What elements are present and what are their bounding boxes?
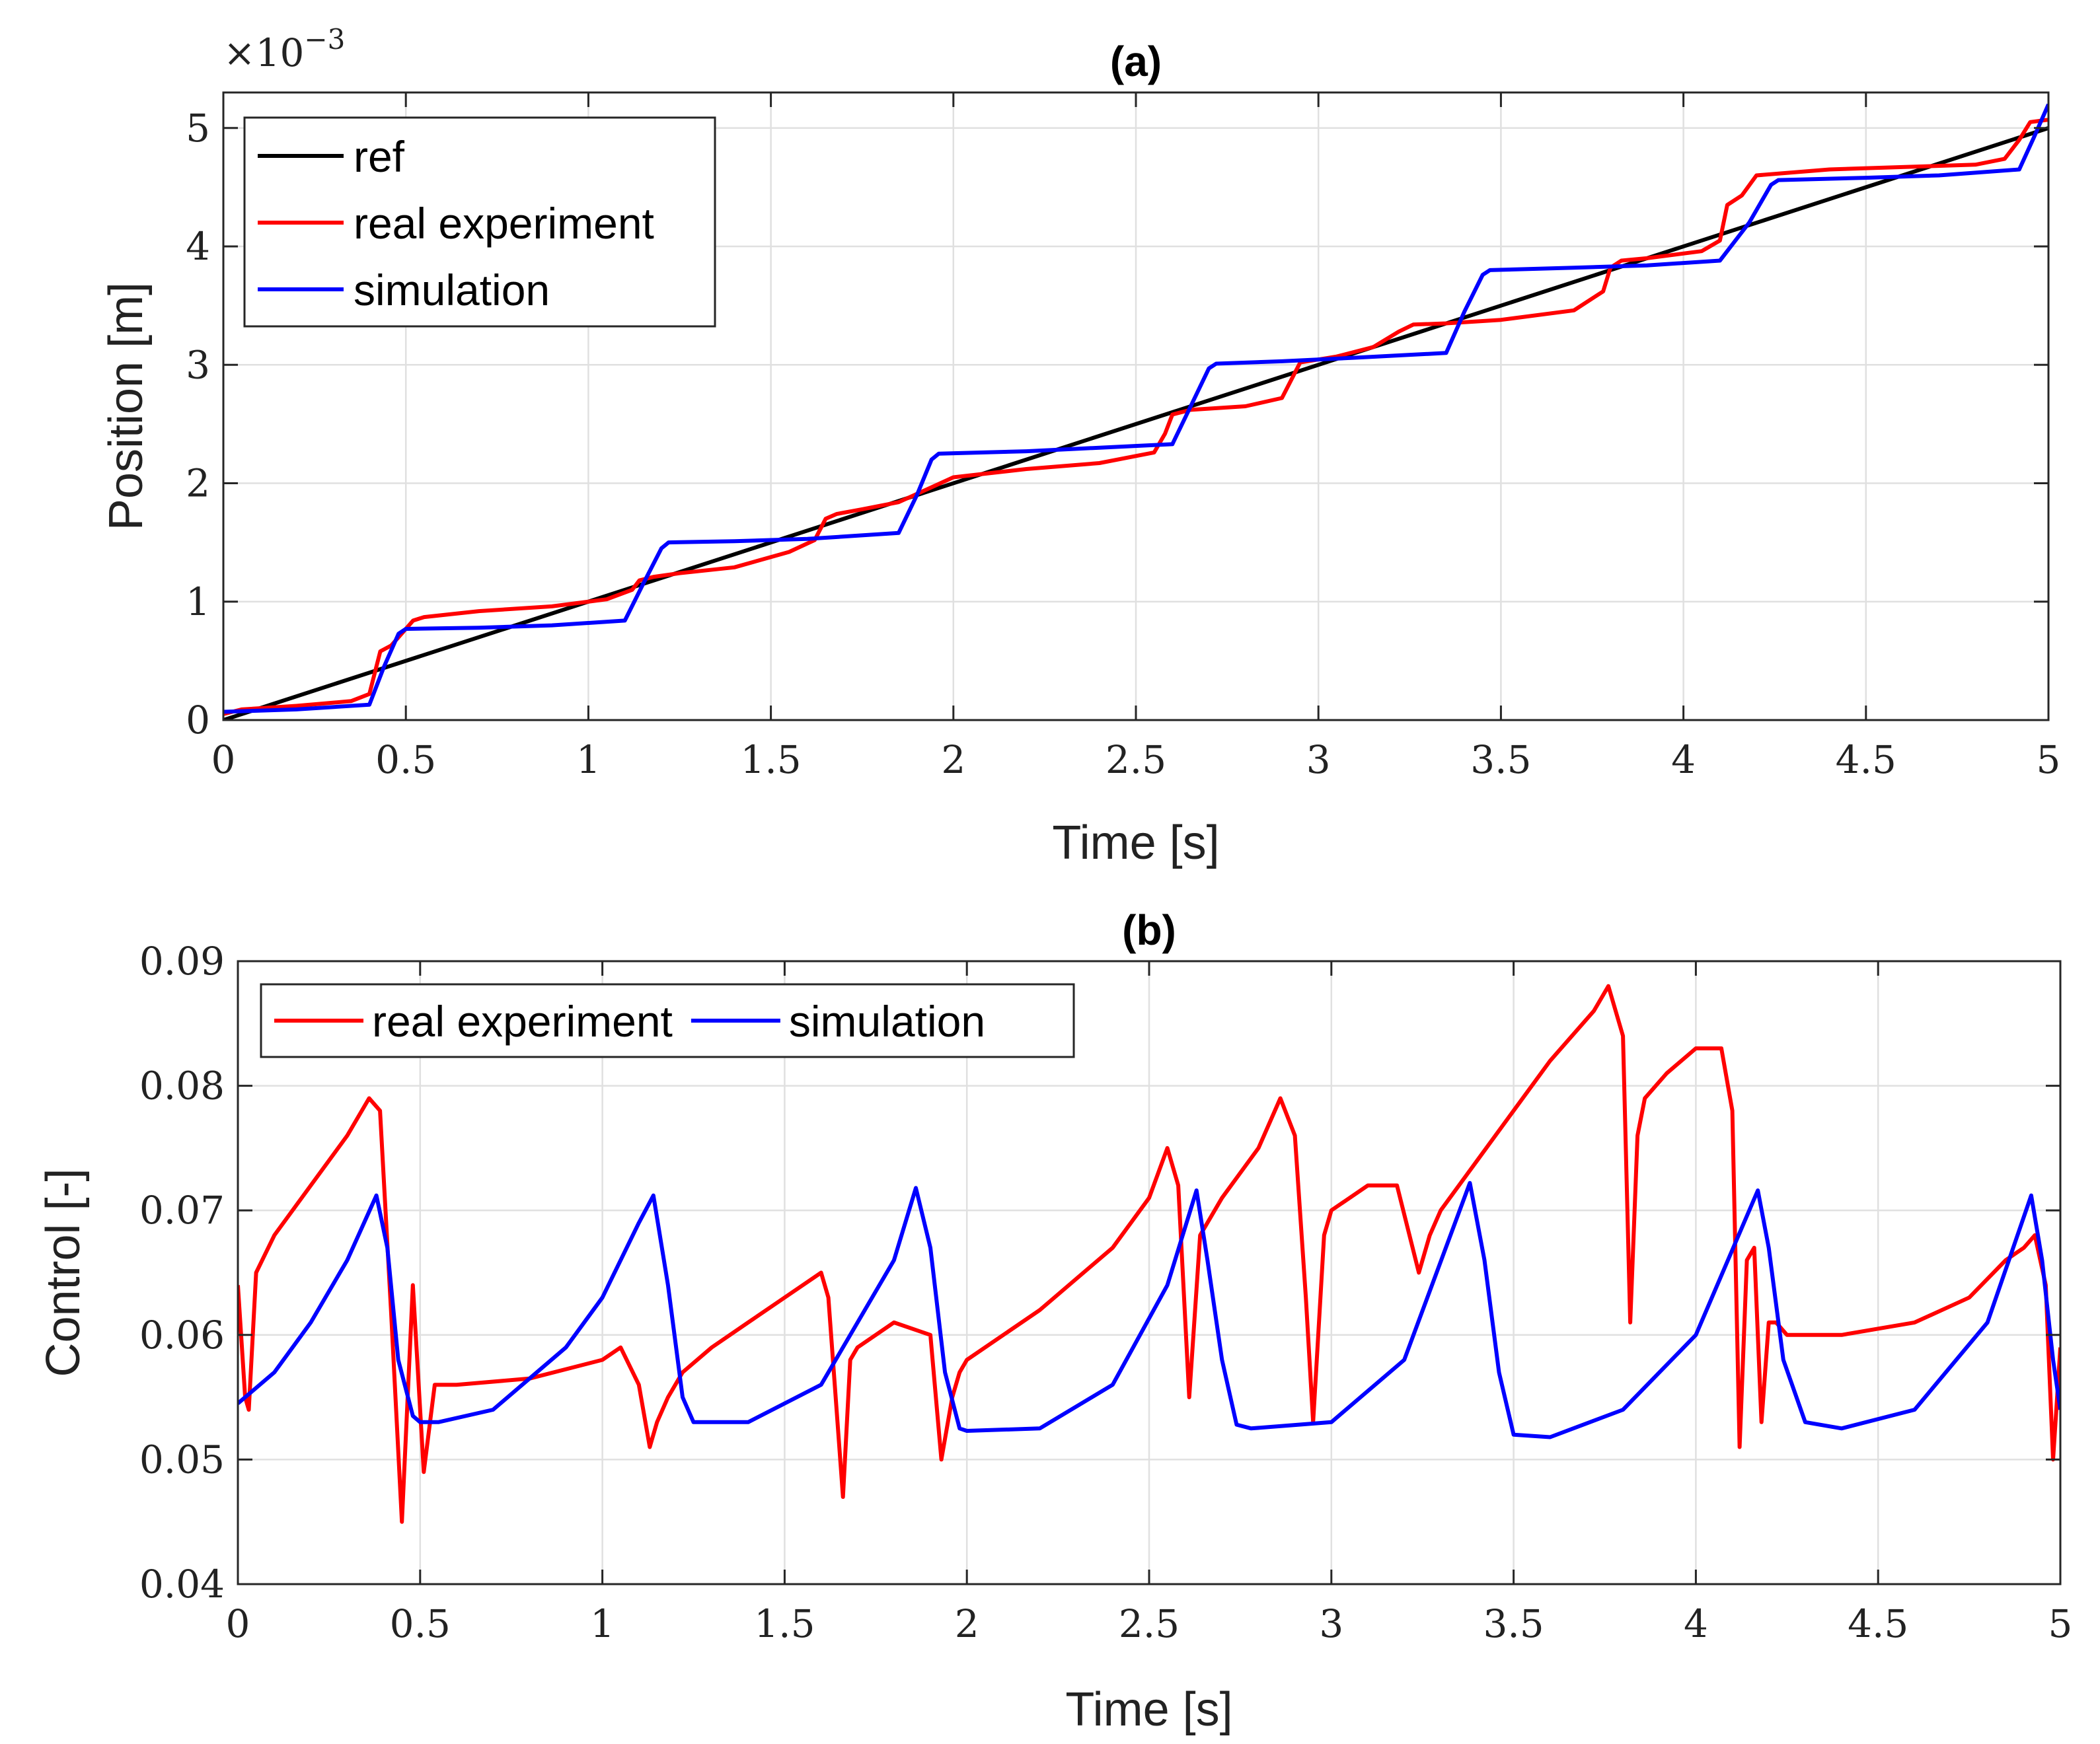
y-tick-label: 0.07	[139, 1188, 225, 1233]
chart-title: (b)	[1122, 906, 1176, 954]
x-tick-label: 1.5	[740, 737, 801, 782]
y-tick-label: 0.04	[139, 1562, 225, 1607]
legend: ref real experiment simulation	[243, 116, 716, 328]
y-axis-multiplier: ×10−3	[223, 23, 345, 75]
x-tick-label: 5	[2048, 1601, 2073, 1646]
x-tick-label: 4.5	[1836, 737, 1896, 782]
y-tick-label: 0	[186, 698, 210, 743]
x-tick-label: 2.5	[1119, 1601, 1180, 1646]
y-axis-label: Control [-]	[37, 1168, 90, 1377]
series-line-simulation	[223, 103, 2048, 714]
y-axis-label: Position [m]	[100, 282, 153, 530]
x-tick-label: 1.5	[754, 1601, 815, 1646]
y-tick-label: 4	[186, 224, 210, 269]
x-axis-label: Time [s]	[1065, 1683, 1232, 1736]
legend-entry-label: real experiment	[372, 997, 673, 1046]
x-tick-label: 4.5	[1848, 1601, 1908, 1646]
series-line-simulation	[238, 1181, 2060, 1439]
x-tick-label: 2.5	[1106, 737, 1166, 782]
series-line-real-experiment	[238, 984, 2060, 1524]
x-tick-label: 3	[1319, 1601, 1343, 1646]
y-tick-label: 0.09	[139, 939, 225, 984]
y-tick-label: 5	[186, 106, 210, 151]
series-group	[238, 984, 2060, 1524]
x-tick-label: 3.5	[1470, 737, 1531, 782]
x-tick-label: 3.5	[1483, 1601, 1544, 1646]
x-tick-label: 5	[2037, 737, 2061, 782]
x-axis-label: Time [s]	[1052, 817, 1219, 869]
x-tick-label: 3	[1306, 737, 1331, 782]
panel-a: 0 0.5 1 1.5 2 2.5 3 3.5 4 4.5 5 0 1 2 3 4 5 ×10−3 (a) Time …	[100, 23, 2060, 869]
y-tick-label: 0.08	[139, 1064, 225, 1108]
x-tick-label: 0	[226, 1601, 250, 1646]
y-tick-label: 3	[186, 342, 210, 387]
panel-b: 0 0.5 1 1.5 2 2.5 3 3.5 4 4.5 5 0.04 0.05 0.06 0.07 0.0…	[37, 906, 2072, 1736]
x-tick-label: 2	[955, 1601, 979, 1646]
x-tick-label: 2	[941, 737, 965, 782]
chart-title: (a)	[1110, 38, 1162, 85]
legend-entry-label: real experiment	[354, 199, 654, 248]
y-tick-label: 0.06	[139, 1313, 225, 1358]
legend-entry-label: ref	[354, 132, 405, 181]
x-tick-label: 4	[1684, 1601, 1708, 1646]
y-tick-label: 1	[186, 579, 210, 624]
y-tick-label: 2	[186, 461, 210, 506]
legend-box	[260, 983, 1075, 1058]
legend: real experiment simulation	[260, 983, 1075, 1058]
legend-entry-label: simulation	[354, 266, 550, 314]
y-tick-label: 0.05	[139, 1437, 225, 1482]
x-tick-label: 0.5	[390, 1601, 451, 1646]
x-tick-label: 1	[590, 1601, 615, 1646]
x-tick-label: 0.5	[375, 737, 436, 782]
x-tick-label: 0	[211, 737, 236, 782]
x-tick-label: 1	[576, 737, 601, 782]
legend-entry-label: simulation	[789, 997, 985, 1046]
series-group	[223, 103, 2048, 720]
x-tick-label: 4	[1671, 737, 1696, 782]
